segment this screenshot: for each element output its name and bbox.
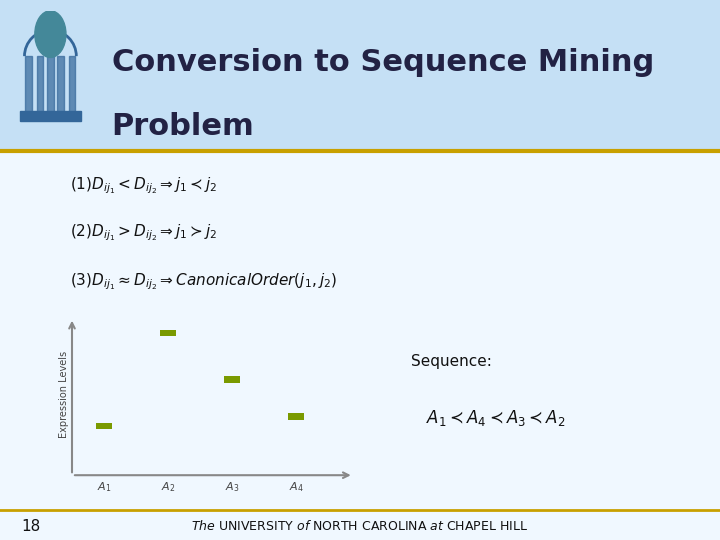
Bar	[68, 56, 76, 114]
FancyBboxPatch shape	[0, 0, 720, 151]
Text: $\it{The}$ UNIVERSITY $\it{of}$ NORTH CAROLINA $\it{at}$ CHAPEL HILL: $\it{The}$ UNIVERSITY $\it{of}$ NORTH CA…	[192, 519, 528, 534]
Circle shape	[35, 11, 66, 57]
Bar	[224, 376, 240, 383]
Text: $(3)D_{ij_1} \approx D_{ij_2} \Rightarrow CanonicalOrder(j_1, j_2)$: $(3)D_{ij_1} \approx D_{ij_2} \Rightarro…	[70, 272, 337, 292]
Text: $(1)D_{ij_1} < D_{ij_2} \Rightarrow j_1 \prec j_2$: $(1)D_{ij_1} < D_{ij_2} \Rightarrow j_1 …	[70, 176, 217, 196]
Text: $A_1 \prec A_4 \prec A_3 \prec A_2$: $A_1 \prec A_4 \prec A_3 \prec A_2$	[426, 408, 566, 429]
Bar	[96, 423, 112, 429]
Bar	[58, 56, 64, 114]
Y-axis label: Expression Levels: Expression Levels	[59, 350, 69, 438]
Text: Sequence:: Sequence:	[411, 354, 492, 369]
Bar	[47, 56, 54, 114]
Text: $(2)D_{ij_1} > D_{ij_2} \Rightarrow j_1 \succ j_2$: $(2)D_{ij_1} > D_{ij_2} \Rightarrow j_1 …	[70, 222, 217, 242]
Bar	[288, 414, 304, 420]
Text: Problem: Problem	[112, 112, 254, 141]
Text: 18: 18	[22, 519, 41, 534]
Text: Conversion to Sequence Mining: Conversion to Sequence Mining	[112, 48, 654, 77]
Bar	[37, 56, 43, 114]
Bar	[25, 56, 32, 114]
Bar	[20, 111, 81, 121]
FancyBboxPatch shape	[0, 151, 720, 540]
Bar	[160, 330, 176, 336]
